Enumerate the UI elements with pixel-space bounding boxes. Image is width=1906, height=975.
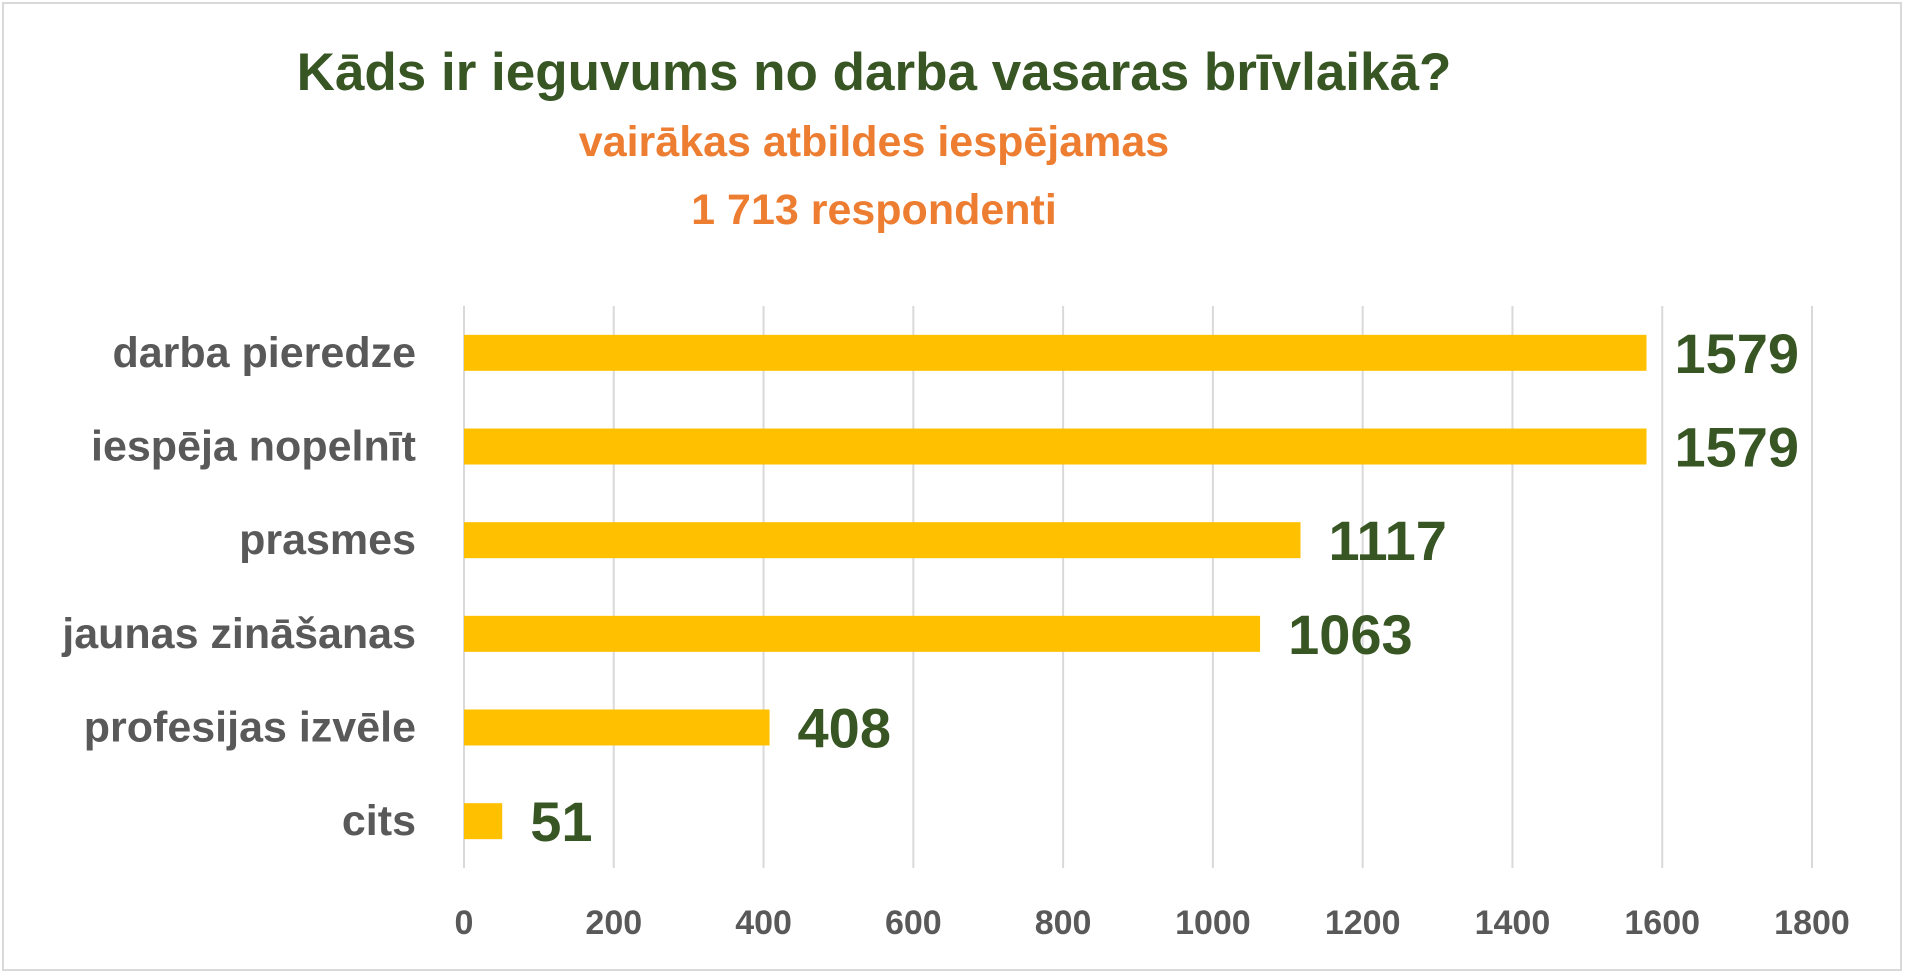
data-label: 1117	[1329, 509, 1447, 572]
x-tick-label: 1400	[1475, 904, 1551, 942]
x-tick-label: 1600	[1624, 904, 1700, 942]
x-tick-label: 0	[455, 904, 474, 942]
bar	[464, 615, 1261, 652]
x-tick-label: 200	[585, 904, 642, 942]
chart-subtitle-respondents: 1 713 respondenti	[691, 186, 1057, 234]
data-label: 51	[530, 790, 592, 853]
x-tick-label: 400	[735, 904, 792, 942]
x-tick-label: 800	[1035, 904, 1092, 942]
x-tick-label: 1800	[1774, 904, 1850, 942]
chart-title: Kāds ir ieguvums no darba vasaras brīvla…	[296, 43, 1452, 102]
bar	[464, 428, 1647, 465]
category-label: prasmes	[239, 516, 416, 564]
x-tick-label: 600	[885, 904, 942, 942]
data-label: 1579	[1674, 416, 1799, 479]
chart-subtitle-multiple-answers: vairākas atbildes iespējamas	[578, 118, 1170, 166]
data-label: 408	[798, 697, 891, 760]
bar-chart-plot: 0 200 400 600 800 1000 1200 1400 1600 1800 darba p…	[61, 306, 1850, 942]
bar	[464, 709, 770, 746]
x-tick-label: 1000	[1175, 904, 1251, 942]
x-tick-label: 1200	[1325, 904, 1401, 942]
category-label: darba pieredze	[113, 329, 417, 377]
bar	[464, 803, 503, 840]
category-label: iespēja nopelnīt	[91, 423, 416, 471]
data-label: 1063	[1288, 603, 1413, 666]
category-label: jaunas zināšanas	[61, 610, 416, 658]
data-label: 1579	[1674, 322, 1799, 385]
category-label: profesijas izvēle	[84, 704, 416, 752]
bar	[464, 522, 1301, 559]
category-label: cits	[342, 797, 416, 845]
bar	[464, 334, 1647, 371]
